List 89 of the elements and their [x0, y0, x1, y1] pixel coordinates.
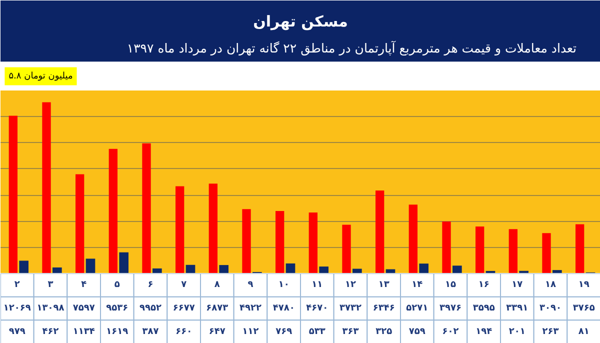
data-label: ۶۴۷ — [208, 326, 226, 337]
bar — [576, 224, 584, 273]
data-label: ۹۵۳۶ — [106, 304, 128, 314]
bar — [276, 211, 284, 273]
data-label: ۴۶۲ — [42, 326, 60, 337]
data-label: ۳۹۷۶ — [440, 304, 462, 314]
data-label: ۷۶۹ — [276, 326, 293, 337]
bar — [242, 209, 251, 273]
data-label: ۳۶۳ — [342, 326, 360, 337]
data-label: ۳۳۹۱ — [506, 304, 528, 314]
x-tick-label: ۱۰ — [278, 280, 290, 290]
bar — [442, 222, 451, 273]
bar — [52, 267, 62, 273]
x-tick-label: ۹ — [248, 280, 254, 290]
chart-title: مسکن تهران — [253, 12, 348, 31]
bar — [286, 263, 296, 273]
data-label: ۶۳۴۶ — [372, 304, 395, 314]
bar — [8, 116, 18, 273]
data-label: ۲۰۱ — [508, 326, 526, 337]
bar — [542, 233, 551, 273]
bar — [142, 143, 151, 273]
bar — [308, 212, 318, 273]
data-label: ۹۹۵۲ — [140, 304, 162, 314]
bar — [76, 174, 84, 273]
x-tick-label: ۷ — [181, 280, 188, 290]
data-label: ۱۱۲ — [242, 326, 260, 337]
chart-subtitle: تعداد معاملات و قیمت هر مترمربع آپارتمان در مناطق ۲۲ گانه تهران در مرداد ماه ۱۳۹۷ — [126, 40, 578, 56]
data-label: ۴۹۲۲ — [240, 304, 262, 314]
data-label: ۱۱۳۴ — [72, 326, 96, 337]
x-tick-label: ۱۶ — [478, 280, 490, 290]
bar — [108, 148, 118, 273]
text: میلیون تومان ۵.۸ — [8, 71, 73, 82]
data-label: ۱۳۰۹۸ — [36, 304, 65, 314]
bar — [42, 102, 51, 273]
data-label: ۳۷۶۵ — [572, 304, 596, 314]
bar — [386, 269, 396, 273]
data-label: ۶۶۰ — [176, 326, 192, 337]
data-label: ۶۰۲ — [442, 326, 460, 337]
bar — [19, 260, 28, 273]
data-label: ۴۷۸۰ — [272, 304, 295, 314]
x-tick-label: ۱۳ — [378, 280, 390, 290]
data-label: ۵۳۳ — [308, 326, 326, 337]
x-tick-label: ۲ — [14, 280, 20, 290]
x-tick-label: ۸ — [214, 280, 220, 290]
bar — [152, 268, 162, 273]
data-label: ۳۸۷ — [142, 326, 160, 337]
bar — [408, 204, 418, 273]
x-tick-label: ۱۷ — [512, 280, 524, 290]
data-label: ۱۹۴ — [476, 326, 493, 337]
bar — [186, 264, 196, 273]
data-label: ۱۲۰۶۹ — [3, 304, 32, 314]
data-label: ۷۵۹۷ — [72, 304, 96, 314]
bar — [376, 190, 384, 273]
bar — [452, 266, 462, 273]
x-tick-label: ۳ — [48, 280, 54, 290]
x-tick-label: ۵ — [114, 280, 120, 290]
bar — [342, 224, 351, 273]
data-label: ۹۷۹ — [8, 326, 26, 337]
x-tick-label: ۱۵ — [445, 280, 456, 290]
bar — [508, 229, 518, 273]
data-label: ۸۱ — [578, 326, 590, 337]
data-label: ۱۶۱۹ — [106, 326, 129, 337]
data-label: ۳۵۹۵ — [472, 304, 496, 314]
data-label: ۶۸۷۳ — [206, 304, 229, 314]
bar — [319, 266, 328, 273]
x-tick-label: ۱۴ — [412, 280, 424, 290]
data-label: ۷۵۹ — [408, 326, 426, 337]
bar — [352, 268, 362, 273]
bar — [219, 265, 228, 273]
x-tick-label: ۴ — [81, 280, 88, 290]
bar — [119, 252, 128, 273]
x-tick-label: ۱۸ — [545, 280, 556, 290]
bar — [419, 264, 428, 273]
data-label: ۲۶۳ — [542, 326, 560, 337]
bar — [176, 186, 184, 273]
data-label: ۳۷۳۲ — [340, 304, 362, 314]
x-tick-label: ۱۱ — [312, 280, 323, 290]
data-label: ۵۲۷۱ — [406, 304, 428, 314]
data-label: ۶۶۷۷ — [172, 304, 196, 314]
bar — [208, 184, 218, 273]
bar — [476, 226, 484, 273]
x-tick-label: ۱۲ — [345, 280, 356, 290]
data-label: ۳۰۹۰ — [540, 304, 562, 314]
bar — [552, 270, 562, 273]
x-tick-label: ۱۹ — [578, 280, 590, 290]
data-label: ۳۲۵ — [376, 326, 393, 337]
x-tick-label: ۶ — [148, 280, 154, 290]
data-label: ۴۶۷۰ — [306, 304, 328, 314]
bar — [86, 258, 96, 273]
